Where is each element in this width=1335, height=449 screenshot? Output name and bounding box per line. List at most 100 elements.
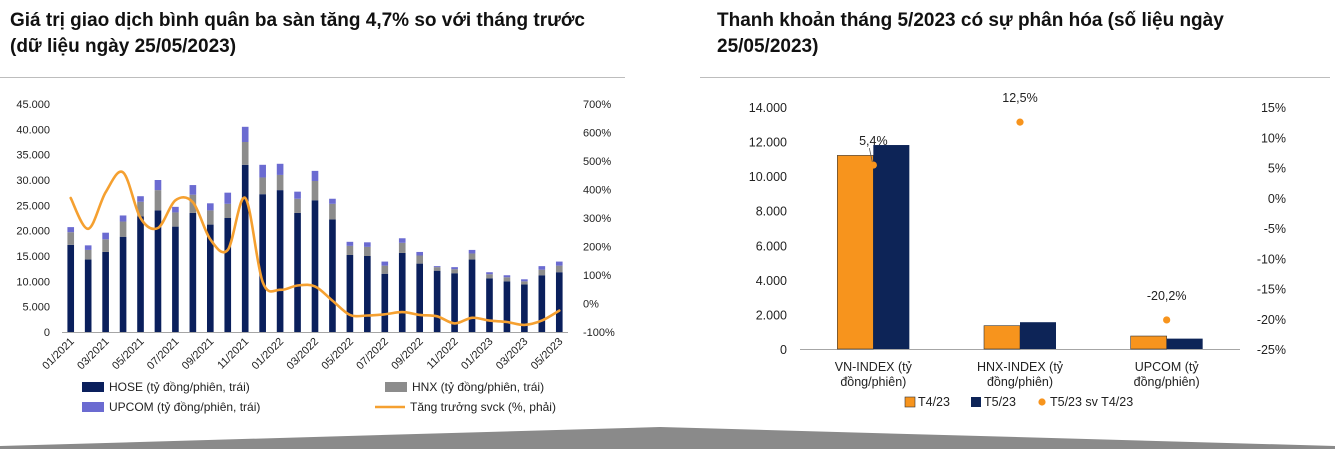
right-chart-right-tick-label: 5% xyxy=(1268,162,1286,176)
hose-bar xyxy=(259,194,266,332)
x-tick-label: 07/2022 xyxy=(354,336,391,373)
upcom-bar xyxy=(119,215,127,222)
hose-bar xyxy=(119,236,127,332)
hose-bar xyxy=(538,275,546,332)
hnx-bar xyxy=(486,274,493,279)
legend-label: HOSE (tỷ đồng/phiên, trái) xyxy=(109,380,250,394)
left-y-tick-label: 25.000 xyxy=(16,200,50,212)
category-label: đồng/phiên) xyxy=(840,375,906,389)
legend-label: HNX (tỷ đồng/phiên, trái) xyxy=(412,380,544,394)
upcom-bar xyxy=(259,164,266,178)
change-point xyxy=(1163,316,1171,324)
left-y-tick-label: 5.000 xyxy=(22,302,50,314)
right-title-divider xyxy=(700,77,1330,78)
hose-bar xyxy=(433,270,441,332)
hose-bar xyxy=(329,219,336,332)
change-data-label: 12,5% xyxy=(1002,91,1037,105)
category-label: UPCOM (tỷ xyxy=(1135,360,1200,374)
left-y-tick-label: 45.000 xyxy=(16,99,50,111)
hose-bar xyxy=(102,251,109,332)
hnx-bar xyxy=(154,190,162,211)
upcom-bar xyxy=(102,232,109,240)
legend-label: T5/23 sv T4/23 xyxy=(1050,395,1133,409)
hnx-bar xyxy=(294,198,301,213)
legend-swatch xyxy=(82,402,104,412)
upcom-bar xyxy=(538,266,546,270)
growth-line xyxy=(69,170,561,327)
hnx-bar xyxy=(416,255,424,264)
hose-bar xyxy=(294,212,301,332)
hose-bar xyxy=(486,278,493,332)
hnx-bar xyxy=(346,245,354,255)
x-tick-label: 01/2021 xyxy=(40,336,77,373)
right-y-tick-label: 600% xyxy=(583,128,611,140)
hose-bar xyxy=(503,281,511,332)
right-chart-right-tick-label: -15% xyxy=(1257,283,1286,297)
hose-bar xyxy=(224,218,232,332)
x-tick-label: 05/2023 xyxy=(529,336,566,373)
upcom-bar xyxy=(364,242,371,247)
hnx-bar xyxy=(137,201,144,217)
upcom-bar xyxy=(137,196,144,202)
footer-band xyxy=(0,427,1335,449)
hose-bar xyxy=(311,200,319,332)
hnx-bar xyxy=(259,177,266,195)
x-tick-label: 03/2021 xyxy=(75,336,112,373)
upcom-bar xyxy=(241,126,249,142)
upcom-bar xyxy=(381,261,389,266)
upcom-bar xyxy=(84,245,92,250)
left-y-tick-label: 0 xyxy=(44,327,50,339)
hnx-bar xyxy=(329,203,336,220)
hose-bar xyxy=(154,210,162,332)
right-y-tick-label: 200% xyxy=(583,242,611,254)
upcom-bar xyxy=(67,227,75,233)
hose-bar xyxy=(398,252,406,332)
hose-bar xyxy=(241,164,249,332)
right-chart-right-tick-label: -20% xyxy=(1257,313,1286,327)
x-tick-label: 09/2021 xyxy=(180,336,217,373)
t5-bar xyxy=(873,145,910,349)
upcom-bar xyxy=(189,185,197,195)
right-y-tick-label: -100% xyxy=(583,327,615,339)
hose-bar xyxy=(521,284,528,332)
change-point xyxy=(869,161,877,169)
right-chart-title: Thanh khoản tháng 5/2023 có sự phân hóa … xyxy=(717,10,1224,57)
right-chart-left-tick-label: 4.000 xyxy=(756,274,787,288)
upcom-bar xyxy=(468,249,476,254)
upcom-bar xyxy=(503,275,511,278)
category-label: VN-INDEX (tỷ xyxy=(835,360,913,374)
x-tick-label: 09/2022 xyxy=(389,336,426,373)
hose-bar xyxy=(346,254,354,332)
upcom-bar xyxy=(294,191,301,199)
left-y-tick-label: 30.000 xyxy=(16,175,50,187)
upcom-bar xyxy=(329,198,336,204)
left-y-tick-label: 20.000 xyxy=(16,226,50,238)
upcom-bar xyxy=(398,238,406,243)
upcom-bar xyxy=(521,279,528,282)
x-tick-label: 07/2021 xyxy=(145,336,182,373)
hose-bar xyxy=(84,259,92,332)
hose-bar xyxy=(67,244,75,332)
right-y-tick-label: 400% xyxy=(583,185,611,197)
right-chart-right-tick-label: 0% xyxy=(1268,192,1286,206)
upcom-bar xyxy=(276,163,284,175)
hose-bar xyxy=(381,273,389,332)
category-label: đồng/phiên) xyxy=(1134,375,1200,389)
hose-bar xyxy=(468,259,476,332)
t5-bar xyxy=(1166,338,1203,349)
upcom-bar xyxy=(416,251,424,256)
hose-bar xyxy=(416,263,424,332)
hnx-bar xyxy=(468,253,476,260)
hnx-bar xyxy=(451,269,458,274)
hose-bar xyxy=(172,226,179,332)
right-y-tick-label: 100% xyxy=(583,270,611,282)
hose-bar xyxy=(137,216,144,332)
category-label: HNX-INDEX (tỷ xyxy=(977,360,1064,374)
t4-bar xyxy=(1130,335,1167,350)
label-leader-line xyxy=(868,147,873,163)
left-y-tick-label: 15.000 xyxy=(16,251,50,263)
hnx-bar xyxy=(364,246,371,256)
hnx-bar xyxy=(241,142,249,165)
right-chart-right-tick-label: -5% xyxy=(1264,222,1286,236)
right-y-tick-label: 500% xyxy=(583,156,611,168)
